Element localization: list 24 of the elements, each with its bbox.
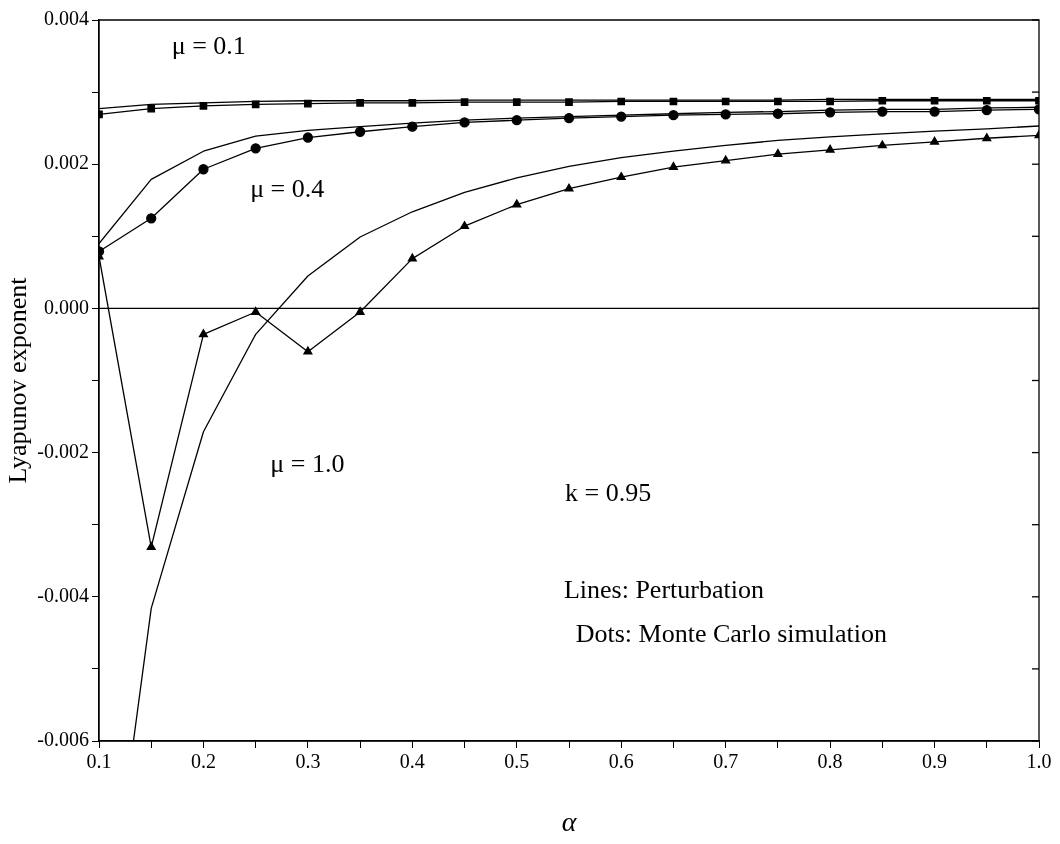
y-tick-label: 0.002 xyxy=(44,151,89,174)
x-tick-label: 0.6 xyxy=(608,750,634,773)
x-tick-label: 0.5 xyxy=(504,750,530,773)
annotation: μ = 1.0 xyxy=(270,448,345,478)
x-tick-label: 0.3 xyxy=(295,750,321,773)
x-tick-label: 0.1 xyxy=(86,750,112,773)
annotation: μ = 0.4 xyxy=(250,173,325,203)
annotation: k = 0.95 xyxy=(564,477,652,507)
y-tick-label: 0.004 xyxy=(44,7,89,30)
annotation: Lines: Perturbation xyxy=(563,574,764,604)
x-tick-label: 1.0 xyxy=(1026,750,1052,773)
annotation: Dots: Monte Carlo simulation xyxy=(569,618,887,648)
x-axis-title: α xyxy=(561,805,578,837)
y-tick-label: 0.000 xyxy=(44,295,89,318)
y-tick-label: -0.002 xyxy=(37,439,89,462)
x-tick-label: 0.7 xyxy=(713,750,739,773)
x-tick-label: 0.4 xyxy=(399,750,425,773)
y-tick-label: -0.004 xyxy=(37,584,89,607)
y-axis-title: Lyapunov exponent xyxy=(3,276,33,484)
x-tick-label: 0.8 xyxy=(817,750,843,773)
x-tick-label: 0.2 xyxy=(190,750,216,773)
annotation: μ = 0.1 xyxy=(171,31,246,61)
y-tick-label: -0.006 xyxy=(37,728,89,751)
x-tick-label: 0.9 xyxy=(922,750,948,773)
